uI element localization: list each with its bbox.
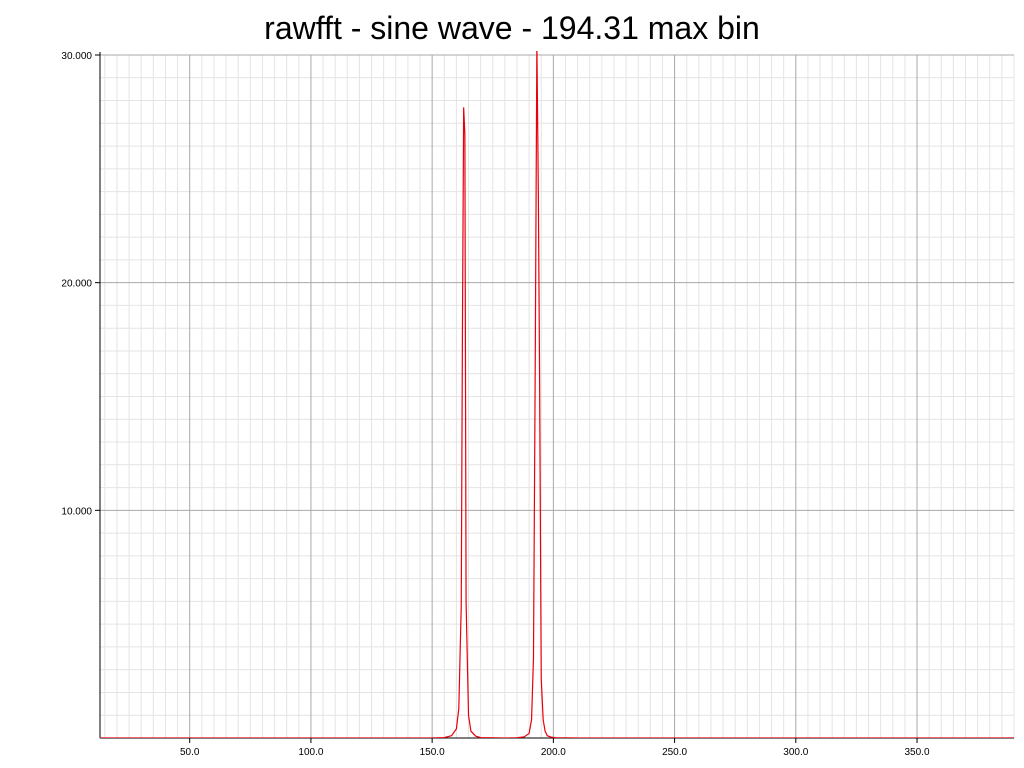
x-tick-label: 200.0 bbox=[541, 747, 566, 758]
tick-labels: 50.0 100.0 150.0 200.0 250.0 300.0 350.0 10.000… bbox=[61, 51, 930, 758]
chart-title: rawfft - sine wave - 194.31 max bin bbox=[264, 10, 760, 46]
y-tick-label: 30.000 bbox=[61, 51, 92, 62]
x-tick-label: 300.0 bbox=[783, 747, 808, 758]
major-grid bbox=[100, 54, 1014, 738]
x-tick-label: 50.0 bbox=[180, 747, 200, 758]
x-tick-label: 250.0 bbox=[662, 747, 687, 758]
y-tick-label: 20.000 bbox=[61, 279, 92, 290]
y-tick-label: 10.000 bbox=[61, 506, 92, 517]
x-tick-label: 100.0 bbox=[298, 747, 323, 758]
x-tick-label: 150.0 bbox=[420, 747, 445, 758]
axes bbox=[95, 52, 1014, 743]
x-tick-label: 350.0 bbox=[905, 747, 930, 758]
minor-grid bbox=[100, 55, 1015, 738]
series-line bbox=[100, 51, 1014, 738]
series-layer bbox=[100, 51, 1014, 738]
